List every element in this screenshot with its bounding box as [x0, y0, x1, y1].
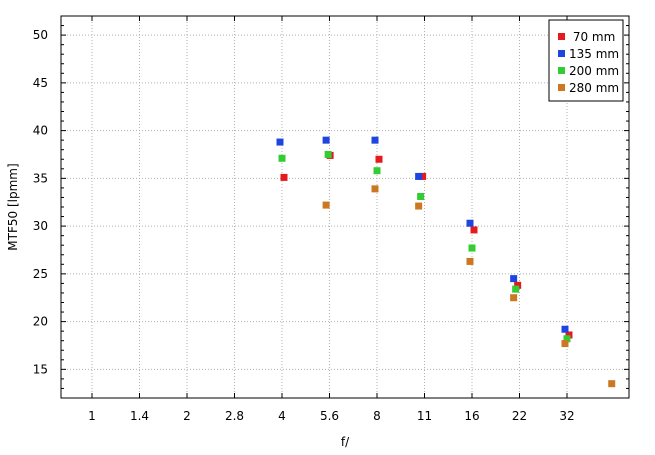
data-point-280mm — [561, 340, 569, 348]
legend-label-280mm: 280 mm — [569, 81, 619, 95]
x-tick-label: 5.6 — [320, 409, 339, 423]
legend-swatch-70mm — [558, 33, 565, 40]
y-tick-label: 45 — [33, 76, 48, 90]
data-point-280mm — [510, 294, 518, 302]
data-point-135mm — [415, 172, 423, 180]
legend-label-200mm: 200 mm — [569, 64, 619, 78]
data-point-135mm — [561, 325, 569, 333]
legend-swatch-200mm — [558, 67, 565, 74]
legend: 70 mm 135 mm 200 mm 280 mm — [548, 19, 624, 102]
data-point-135mm — [322, 136, 330, 144]
data-point-200mm — [373, 167, 381, 175]
y-tick-label: 30 — [33, 219, 48, 233]
y-axis-label: MTF50 [lpmm] — [6, 163, 20, 250]
x-tick-label: 32 — [559, 409, 574, 423]
data-point-70mm — [470, 226, 478, 234]
data-point-200mm — [563, 335, 571, 343]
x-tick-label: 11 — [417, 409, 432, 423]
data-point-70mm — [280, 173, 288, 181]
y-tick-label: 20 — [33, 315, 48, 329]
y-tick-label: 25 — [33, 267, 48, 281]
data-points — [276, 136, 616, 388]
x-tick-label: 1 — [88, 409, 96, 423]
y-tick-label: 40 — [33, 124, 48, 138]
data-point-280mm — [322, 201, 330, 209]
x-tick-label: 22 — [512, 409, 527, 423]
data-point-70mm — [565, 331, 573, 339]
data-point-70mm — [514, 281, 522, 289]
data-point-200mm — [417, 192, 425, 200]
legend-swatch-135mm — [558, 50, 565, 57]
x-axis-label: f/ — [341, 435, 350, 449]
legend-swatch-280mm — [558, 84, 565, 91]
x-tick-label: 4 — [278, 409, 286, 423]
legend-label-70mm: 70 mm — [569, 30, 615, 44]
x-axis-ticks: 1 1.4 2 2.8 4 5.6 8 11 16 22 32 — [88, 16, 575, 423]
legend-label-135mm: 135 mm — [569, 47, 619, 61]
y-axis-ticks: 15 20 25 30 35 40 45 50 — [33, 15, 629, 399]
x-tick-label: 1.4 — [130, 409, 149, 423]
x-tick-label: 8 — [373, 409, 381, 423]
data-point-280mm — [608, 380, 616, 388]
data-point-280mm — [371, 185, 379, 193]
y-tick-label: 35 — [33, 171, 48, 185]
data-point-135mm — [276, 138, 284, 146]
data-point-135mm — [510, 275, 518, 283]
y-tick-label: 15 — [33, 362, 48, 376]
data-point-135mm — [371, 136, 379, 144]
y-tick-label: 50 — [33, 28, 48, 42]
x-tick-label: 16 — [464, 409, 479, 423]
data-point-280mm — [466, 257, 474, 265]
data-point-135mm — [466, 219, 474, 227]
data-point-70mm — [419, 172, 427, 180]
data-point-200mm — [278, 154, 286, 162]
data-point-200mm — [324, 150, 332, 158]
x-tick-label: 2 — [183, 409, 191, 423]
x-tick-label: 2.8 — [225, 409, 244, 423]
data-point-280mm — [415, 202, 423, 210]
data-point-200mm — [468, 244, 476, 252]
data-point-70mm — [375, 155, 383, 163]
data-point-200mm — [512, 285, 520, 293]
